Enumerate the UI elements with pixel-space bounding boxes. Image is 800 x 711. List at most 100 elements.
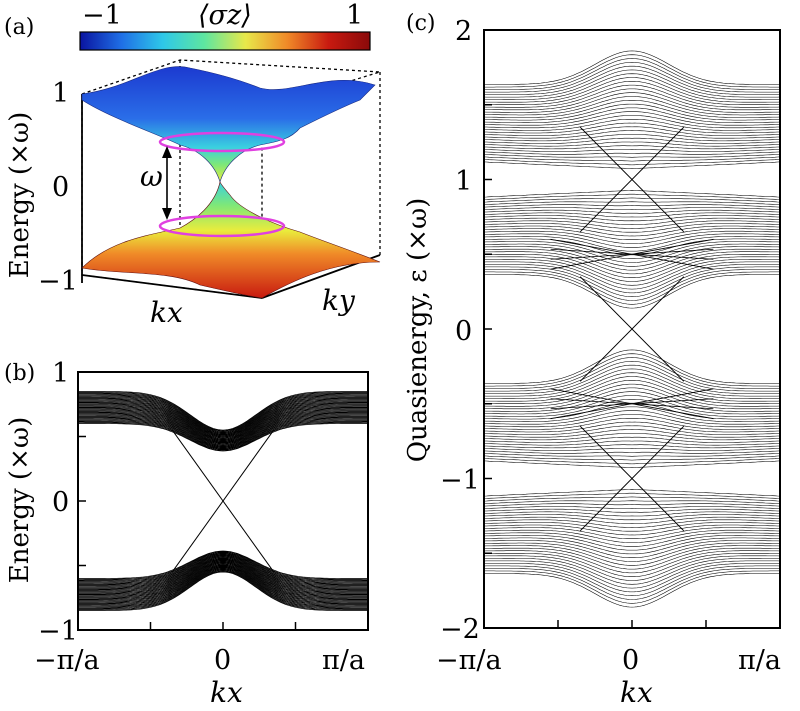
c-band-line xyxy=(483,558,781,585)
b-lower-band-line xyxy=(78,567,368,605)
c-band-line xyxy=(484,271,780,305)
c-band-line xyxy=(484,511,780,517)
c-band-line xyxy=(484,448,780,451)
b-upper-band-line xyxy=(78,421,368,451)
c-band-line xyxy=(484,115,780,129)
c-band-line xyxy=(484,122,780,134)
c-band-line xyxy=(483,65,781,95)
b-lower-band-line xyxy=(78,564,368,600)
b-upper-band-line xyxy=(78,407,368,442)
surface-kx-axis xyxy=(81,274,263,299)
c-band-line xyxy=(484,126,780,136)
colorbar-max-label: 1 xyxy=(346,0,363,31)
b-lower-band-line xyxy=(78,566,368,603)
c-xtick-left: −π/a xyxy=(436,645,502,676)
b-lower-band-line xyxy=(78,560,368,595)
b-plot-area xyxy=(78,391,368,630)
c-band-line xyxy=(483,458,781,465)
c-band-line xyxy=(484,274,780,309)
c-band-line xyxy=(484,134,780,142)
c-band-line xyxy=(483,555,781,581)
c-band-line xyxy=(483,81,781,105)
c-band-line xyxy=(483,269,781,301)
b-upper-band-line xyxy=(78,401,368,438)
c-band-line xyxy=(484,141,780,147)
c-band-line xyxy=(483,96,781,116)
c-band-line xyxy=(484,50,780,85)
upper-band-surface xyxy=(81,66,376,184)
c-band-line xyxy=(483,151,781,155)
c-band-line xyxy=(483,410,781,425)
c-plot-area xyxy=(483,50,781,628)
b-lower-band-line xyxy=(78,551,368,581)
b-upper-band-line xyxy=(78,395,368,434)
c-band-line xyxy=(483,537,781,555)
c-band-line xyxy=(483,453,781,457)
c-band-line xyxy=(484,514,780,521)
c-band-line xyxy=(483,450,781,454)
c-band-line xyxy=(483,243,781,263)
c-band-line xyxy=(484,436,780,443)
c-xtick-right: π/a xyxy=(738,645,781,676)
c-band-line xyxy=(483,238,781,256)
c-band-line xyxy=(483,361,781,392)
c-band-line xyxy=(484,225,780,237)
c-band-line xyxy=(483,492,781,499)
b-upper-band-line xyxy=(78,400,368,437)
c-band-line xyxy=(483,248,781,271)
c-band-line xyxy=(484,119,780,131)
b-upper-band-line xyxy=(78,395,368,434)
c-band-line xyxy=(483,100,781,118)
c-band-line xyxy=(483,460,781,468)
c-ribbon-line xyxy=(550,388,714,420)
c-band-line xyxy=(484,349,780,384)
c-band-line xyxy=(484,425,780,435)
c-band-line xyxy=(483,62,781,93)
c-edge-state xyxy=(579,276,685,382)
c-band-line xyxy=(483,455,781,461)
c-band-line xyxy=(483,190,781,198)
c-band-line xyxy=(483,372,781,399)
a-ytick-m1: −1 xyxy=(38,266,78,297)
b-upper-band-line xyxy=(78,403,368,439)
b-lower-band-line xyxy=(78,571,368,611)
b-lower-band-line xyxy=(78,562,368,597)
c-ytick-m2: −2 xyxy=(440,614,480,645)
c-band-line xyxy=(483,251,781,275)
a-ytick-1: 1 xyxy=(52,78,69,109)
b-lower-band-line xyxy=(78,565,368,602)
b-upper-band-line xyxy=(78,419,368,450)
colorbar-title: ⟨σz⟩ xyxy=(198,0,252,31)
c-ytick-1: 1 xyxy=(455,166,472,197)
c-band-line xyxy=(484,421,780,433)
c-ytick-2: 2 xyxy=(455,16,472,47)
c-band-line xyxy=(484,440,780,446)
c-band-line xyxy=(483,383,781,407)
c-band-line xyxy=(483,259,781,286)
c-band-line xyxy=(484,145,780,150)
c-edge-state xyxy=(579,425,685,532)
b-upper-band-line xyxy=(78,419,368,449)
c-band-line xyxy=(484,230,780,244)
b-lower-band-line xyxy=(78,569,368,608)
c-edge-state xyxy=(579,126,685,233)
c-band-line xyxy=(483,111,781,126)
b-lower-band-line xyxy=(78,563,368,599)
c-band-line xyxy=(483,73,781,100)
b-lower-band-line xyxy=(78,558,368,591)
c-band-line xyxy=(483,84,781,108)
b-lower-band-line xyxy=(78,557,368,589)
b-lower-band-line xyxy=(78,561,368,596)
b-lower-band-line xyxy=(78,552,368,582)
c-band-line xyxy=(484,149,780,152)
c-band-line xyxy=(483,540,781,558)
b-upper-band-line xyxy=(78,400,368,437)
b-upper-band-line xyxy=(78,397,368,435)
c-band-line xyxy=(483,399,781,417)
c-band-line xyxy=(483,77,781,103)
c-band-line xyxy=(483,565,781,596)
b-edge-state xyxy=(171,429,275,573)
b-lower-band-line xyxy=(78,552,368,583)
c-band-line xyxy=(484,353,780,387)
c-band-line xyxy=(484,429,780,438)
